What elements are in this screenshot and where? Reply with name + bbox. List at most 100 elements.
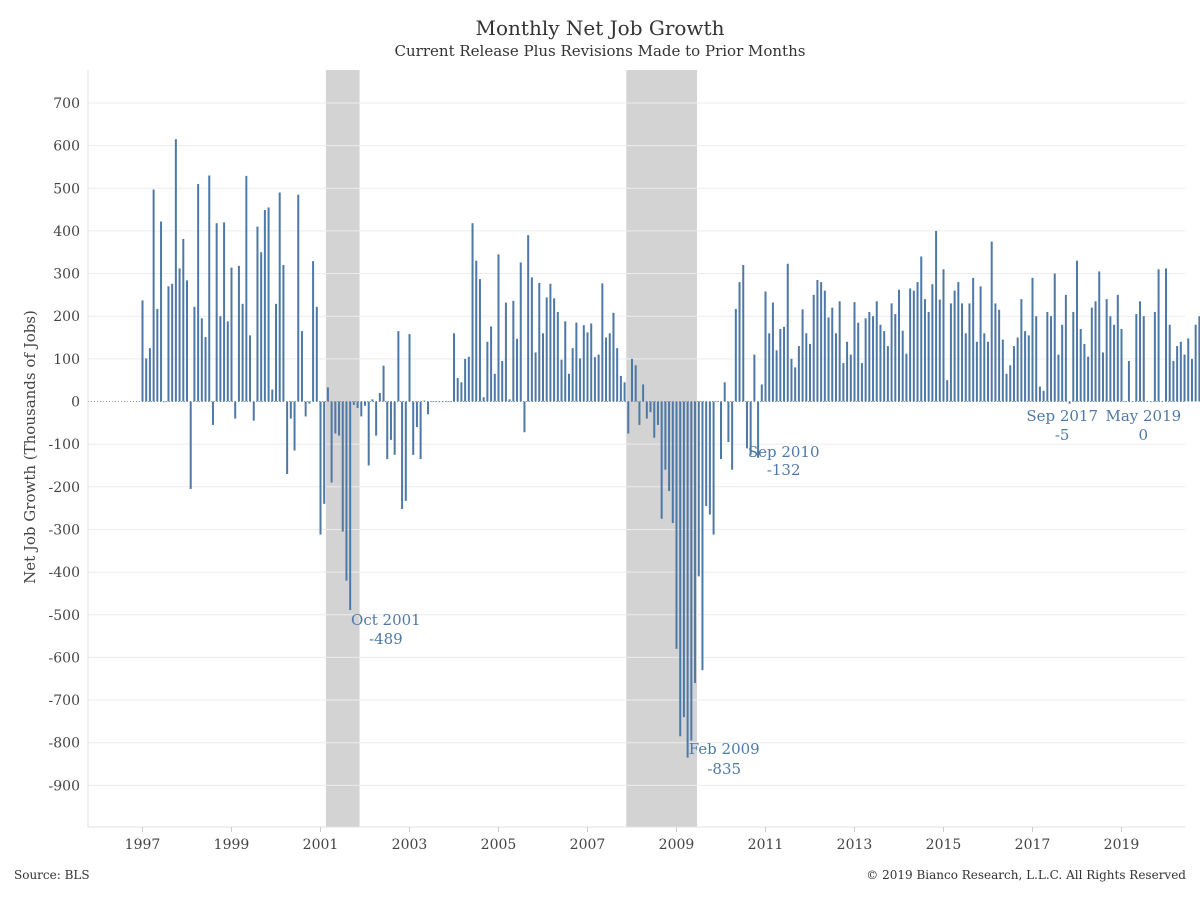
bar [464, 358, 467, 402]
bar [493, 373, 496, 402]
bar [812, 294, 815, 402]
bar [178, 268, 181, 402]
bar [619, 375, 622, 402]
bar [1053, 273, 1056, 402]
bar [293, 401, 296, 451]
bar [1050, 316, 1053, 402]
bar [638, 401, 641, 425]
bar [186, 280, 188, 402]
bar [460, 382, 463, 402]
bar [694, 401, 697, 683]
bar [760, 384, 763, 402]
bar [375, 401, 378, 436]
bar [445, 401, 448, 403]
bar [1194, 324, 1197, 402]
bar [1198, 316, 1200, 402]
bar [378, 392, 381, 402]
bar [230, 267, 233, 402]
bar [245, 175, 248, 402]
bar [1012, 346, 1015, 402]
y-tick-label: -200 [49, 480, 80, 496]
bar [905, 353, 908, 402]
annotation-value: 0 [1139, 426, 1149, 444]
bar [453, 333, 455, 402]
bar [957, 282, 960, 402]
bar [223, 222, 226, 402]
bar [975, 341, 978, 402]
bar [286, 401, 289, 475]
bar [660, 401, 663, 519]
bar [1124, 401, 1127, 403]
y-tick-label: -100 [49, 437, 80, 453]
bar [846, 341, 849, 402]
bar [497, 254, 500, 402]
bar [994, 303, 997, 402]
x-tick-label: 2015 [926, 837, 962, 853]
bar [1135, 314, 1138, 402]
bar [656, 401, 659, 425]
bar [753, 354, 756, 402]
bar [282, 265, 285, 402]
bar [430, 401, 433, 403]
bar [1079, 328, 1082, 402]
bar [805, 333, 808, 402]
bar [163, 401, 166, 403]
y-tick-label: 600 [53, 139, 80, 155]
bar [820, 282, 823, 402]
bar [1157, 269, 1160, 402]
source-note: Source: BLS [14, 868, 90, 882]
bar [786, 263, 789, 402]
bar [705, 401, 708, 506]
bar [872, 316, 875, 402]
bar [623, 382, 626, 402]
bar [571, 348, 574, 402]
bar [901, 330, 904, 402]
bar [412, 401, 415, 455]
annotation-value: -835 [707, 760, 741, 778]
bar [631, 358, 633, 402]
bar [382, 365, 385, 402]
bar [831, 307, 834, 402]
bar [145, 358, 148, 402]
bar [1116, 294, 1119, 402]
bar [300, 331, 303, 402]
bar [605, 337, 608, 402]
bar [1009, 365, 1012, 402]
bar [523, 401, 526, 433]
chart-subtitle: Current Release Plus Revisions Made to P… [394, 42, 806, 60]
bar [690, 401, 693, 741]
bar [534, 352, 537, 402]
bar [215, 223, 218, 402]
bar [775, 350, 778, 402]
bar [586, 332, 589, 402]
bar [953, 290, 956, 402]
y-tick-label: 700 [53, 96, 80, 112]
bar [252, 401, 255, 421]
bar [512, 300, 515, 402]
bar [338, 401, 341, 436]
bar [486, 341, 489, 402]
bar [538, 282, 541, 402]
bar [864, 318, 867, 402]
bar [219, 316, 222, 402]
y-tick-label: -900 [49, 778, 80, 794]
bar [979, 286, 982, 402]
bar [886, 346, 889, 402]
bar [171, 283, 174, 402]
bar [208, 175, 211, 402]
bar [579, 358, 582, 402]
bar [556, 311, 559, 402]
bar [389, 401, 392, 440]
chart-title: Monthly Net Job Growth [475, 16, 725, 40]
bar [564, 321, 567, 402]
bar [686, 401, 689, 758]
bar [530, 277, 533, 402]
bar [1094, 301, 1097, 402]
bar [920, 256, 923, 402]
y-tick-label: 500 [53, 181, 80, 197]
bar [612, 312, 615, 402]
bar [642, 384, 645, 402]
bar [1120, 328, 1123, 402]
bar [241, 303, 244, 402]
bar [1165, 268, 1167, 402]
